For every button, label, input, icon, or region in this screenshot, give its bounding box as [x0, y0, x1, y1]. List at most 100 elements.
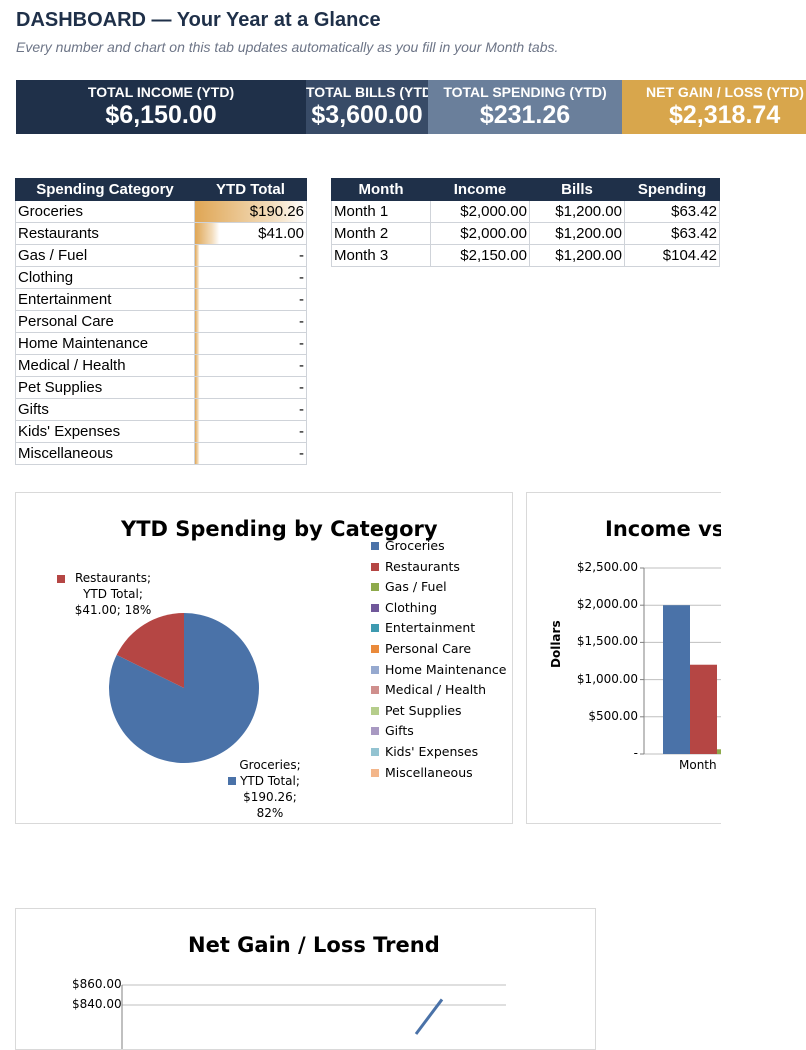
- ytd-total-cell[interactable]: -: [194, 442, 307, 465]
- y-tick-label: $2,500.00: [576, 560, 638, 574]
- legend-item[interactable]: Personal Care: [371, 641, 471, 656]
- y-tick-label: -: [633, 746, 638, 760]
- legend-item[interactable]: Pet Supplies: [371, 703, 462, 718]
- legend-swatch: [371, 583, 379, 592]
- legend-label: Kids' Expenses: [385, 744, 479, 759]
- category-cell[interactable]: Restaurants: [15, 222, 195, 245]
- ytd-total-cell[interactable]: $190.26: [194, 200, 307, 223]
- legend-item[interactable]: Kids' Expenses: [371, 744, 478, 759]
- category-cell[interactable]: Kids' Expenses: [15, 420, 195, 443]
- pie-chart-panel[interactable]: YTD Spending by Category Groceries Restau…: [15, 492, 513, 824]
- legend-label: Miscellaneous: [385, 764, 473, 780]
- spending-cell[interactable]: $104.42: [624, 244, 720, 267]
- kpi-label: TOTAL BILLS (YTD): [306, 84, 428, 100]
- line-chart: [121, 984, 506, 1049]
- bar-chart: [640, 567, 721, 755]
- legend-item[interactable]: Medical / Health: [371, 682, 486, 697]
- legend-swatch: [371, 624, 379, 633]
- table-row[interactable]: Entertainment -: [15, 288, 307, 311]
- legend-label: Pet Supplies: [385, 702, 462, 718]
- ytd-total-cell[interactable]: -: [194, 332, 307, 355]
- page-subtitle: Every number and chart on this tab updat…: [16, 39, 559, 55]
- ytd-total-cell[interactable]: -: [194, 244, 307, 267]
- legend-swatch: [228, 777, 236, 785]
- category-cell[interactable]: Medical / Health: [15, 354, 195, 377]
- income-cell[interactable]: $2,000.00: [430, 200, 530, 223]
- bills-cell[interactable]: $1,200.00: [529, 222, 625, 245]
- ytd-total-cell[interactable]: -: [194, 310, 307, 333]
- legend-label: Entertainment: [385, 620, 476, 636]
- ytd-total-cell[interactable]: -: [194, 376, 307, 399]
- category-cell[interactable]: Miscellaneous: [15, 442, 195, 465]
- legend-label: Clothing: [385, 599, 438, 615]
- kpi-label: TOTAL SPENDING (YTD): [443, 84, 607, 100]
- month-cell[interactable]: Month 3: [331, 244, 431, 267]
- ytd-total-cell[interactable]: -: [194, 288, 307, 311]
- month-cell[interactable]: Month 2: [331, 222, 431, 245]
- data-label-line: $41.00; 18%: [74, 603, 152, 617]
- ytd-total-cell[interactable]: -: [194, 354, 307, 377]
- table-row[interactable]: Medical / Health -: [15, 354, 307, 377]
- table-row[interactable]: Kids' Expenses -: [15, 420, 307, 443]
- ytd-total-cell[interactable]: -: [194, 398, 307, 421]
- data-label-restaurants: Restaurants; YTD Total; $41.00; 18%: [57, 570, 162, 618]
- data-label-line: Restaurants;: [75, 571, 151, 585]
- x-axis-category-label: Month: [679, 758, 717, 772]
- kpi-total-bills: TOTAL BILLS (YTD) $3,600.00: [306, 80, 428, 134]
- column-header: YTD Total: [194, 178, 307, 201]
- ytd-total-cell[interactable]: -: [194, 266, 307, 289]
- month-cell[interactable]: Month 1: [331, 200, 431, 223]
- data-label-line: Groceries;: [239, 758, 301, 772]
- income-cell[interactable]: $2,000.00: [430, 222, 530, 245]
- legend-item[interactable]: Clothing: [371, 600, 437, 615]
- table-row[interactable]: Gifts -: [15, 398, 307, 421]
- legend-item[interactable]: Restaurants: [371, 559, 460, 574]
- table-row[interactable]: Month 1 $2,000.00 $1,200.00 $63.42: [331, 200, 720, 223]
- table-row[interactable]: Month 3 $2,150.00 $1,200.00 $104.42: [331, 244, 720, 267]
- category-cell[interactable]: Home Maintenance: [15, 332, 195, 355]
- kpi-total-income: TOTAL INCOME (YTD) $6,150.00: [16, 80, 306, 134]
- legend-label: Groceries: [385, 538, 445, 553]
- legend-swatch: [57, 575, 65, 583]
- category-cell[interactable]: Gas / Fuel: [15, 244, 195, 267]
- legend-item[interactable]: Groceries: [371, 538, 445, 553]
- category-cell[interactable]: Entertainment: [15, 288, 195, 311]
- spending-cell[interactable]: $63.42: [624, 200, 720, 223]
- y-tick-label: $860.00: [72, 977, 122, 991]
- table-row[interactable]: Pet Supplies -: [15, 376, 307, 399]
- table-row[interactable]: Month 2 $2,000.00 $1,200.00 $63.42: [331, 222, 720, 245]
- table-row[interactable]: Home Maintenance -: [15, 332, 307, 355]
- table-row[interactable]: Restaurants $41.00: [15, 222, 307, 245]
- category-cell[interactable]: Pet Supplies: [15, 376, 195, 399]
- table-row[interactable]: Groceries $190.26: [15, 200, 307, 223]
- legend-item[interactable]: Miscellaneous: [371, 765, 473, 780]
- bar-chart-panel[interactable]: Income vs. Bills vs. Spending Dollars -$…: [526, 492, 721, 824]
- net-gain-trend-panel[interactable]: Net Gain / Loss Trend $860.00 $840.00: [15, 908, 596, 1050]
- spending-cell[interactable]: $63.42: [624, 222, 720, 245]
- legend-item[interactable]: Home Maintenance: [371, 662, 506, 677]
- category-cell[interactable]: Clothing: [15, 266, 195, 289]
- bar-spending: [717, 749, 721, 754]
- table-row[interactable]: Personal Care -: [15, 310, 307, 333]
- table-row[interactable]: Gas / Fuel -: [15, 244, 307, 267]
- table-row[interactable]: Miscellaneous -: [15, 442, 307, 465]
- y-tick-label: $1,500.00: [576, 634, 638, 649]
- legend-item[interactable]: Gifts: [371, 723, 414, 738]
- income-cell[interactable]: $2,150.00: [430, 244, 530, 267]
- table-row[interactable]: Clothing -: [15, 266, 307, 289]
- ytd-total-cell[interactable]: $41.00: [194, 222, 307, 245]
- bills-cell[interactable]: $1,200.00: [529, 200, 625, 223]
- category-cell[interactable]: Groceries: [15, 200, 195, 223]
- legend-swatch: [371, 727, 379, 736]
- category-cell[interactable]: Gifts: [15, 398, 195, 421]
- bar-income: [663, 605, 690, 754]
- bills-cell[interactable]: $1,200.00: [529, 244, 625, 267]
- legend-item[interactable]: Gas / Fuel: [371, 579, 447, 594]
- column-header: Month: [331, 178, 431, 201]
- kpi-label: TOTAL INCOME (YTD): [87, 84, 235, 100]
- category-cell[interactable]: Personal Care: [15, 310, 195, 333]
- legend-label: Medical / Health: [385, 682, 487, 698]
- y-tick-label: $500.00: [588, 708, 638, 723]
- ytd-total-cell[interactable]: -: [194, 420, 307, 443]
- legend-item[interactable]: Entertainment: [371, 620, 475, 635]
